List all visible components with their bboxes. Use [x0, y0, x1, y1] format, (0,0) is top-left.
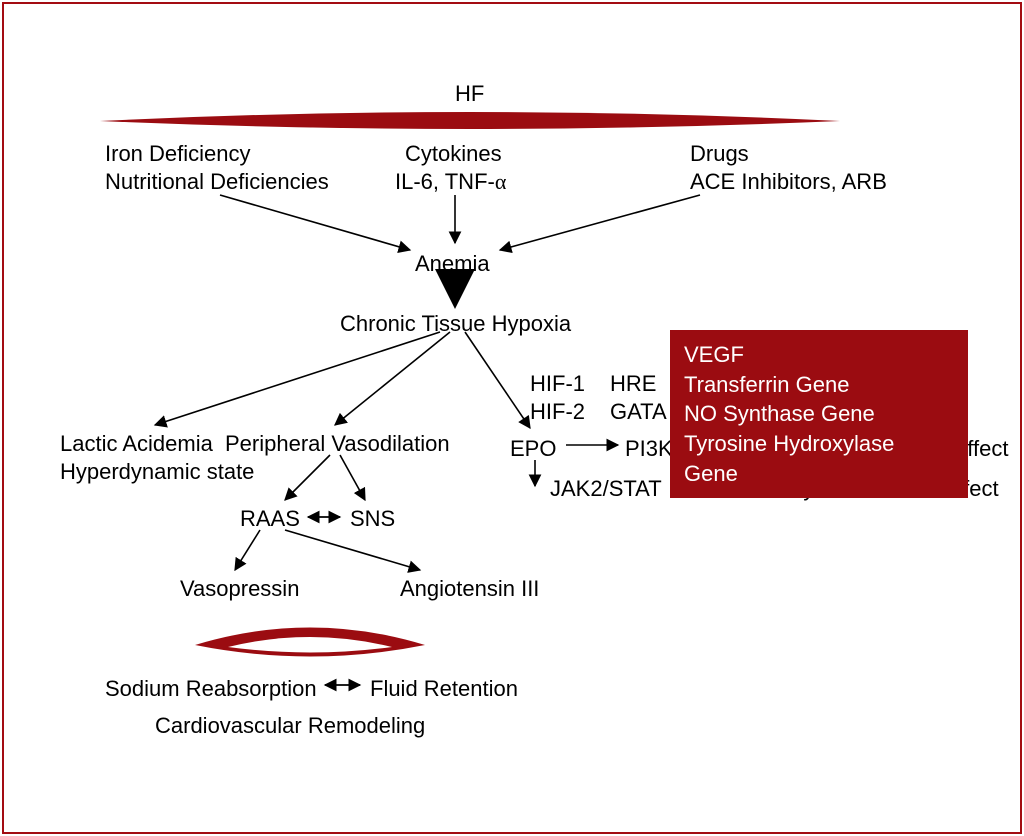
gene-tyrosine-hydroxylase: Tyrosine Hydroxylase Gene [684, 429, 954, 488]
label-vasopressin: Vasopressin [180, 575, 299, 603]
label-ace-arb: ACE Inhibitors, ARB [690, 168, 887, 196]
label-raas: RAAS [240, 505, 300, 533]
label-pi3k: PI3K [625, 435, 673, 463]
label-peripheral-vasodilation: Peripheral Vasodilation [225, 430, 450, 458]
label-cardio-remodeling: Cardiovascular Remodeling [155, 712, 425, 740]
label-fluid-retention: Fluid Retention [370, 675, 518, 703]
gene-list-box: VEGF Transferrin Gene NO Synthase Gene T… [670, 330, 968, 498]
label-sodium-reabsorption: Sodium Reabsorption [105, 675, 317, 703]
label-sns: SNS [350, 505, 395, 533]
label-il6-tnf: IL-6, TNF-α [395, 168, 506, 196]
label-cytokines: Cytokines [405, 140, 502, 168]
label-jak2-stat: JAK2/STAT [550, 475, 662, 503]
label-drugs: Drugs [690, 140, 749, 168]
label-iron-deficiency: Iron Deficiency [105, 140, 251, 168]
label-hyperdynamic: Hyperdynamic state [60, 458, 254, 486]
label-angiotensin: Angiotensin III [400, 575, 539, 603]
label-hre: HRE [610, 370, 656, 398]
gene-no-synthase: NO Synthase Gene [684, 399, 954, 429]
gene-vegf: VEGF [684, 340, 954, 370]
label-lactic-acidemia: Lactic Acidemia [60, 430, 213, 458]
label-il6-tnf-text: IL-6, TNF- [395, 169, 495, 194]
alpha-glyph: α [495, 169, 507, 194]
label-hif2: HIF-2 [530, 398, 585, 426]
label-nutritional-deficiencies: Nutritional Deficiencies [105, 168, 329, 196]
label-gata: GATA [610, 398, 667, 426]
label-epo: EPO [510, 435, 556, 463]
gene-transferrin: Transferrin Gene [684, 370, 954, 400]
label-hf: HF [455, 80, 484, 108]
label-chronic-hypoxia: Chronic Tissue Hypoxia [340, 310, 571, 338]
label-anemia: Anemia [415, 250, 490, 278]
label-hif1: HIF-1 [530, 370, 585, 398]
